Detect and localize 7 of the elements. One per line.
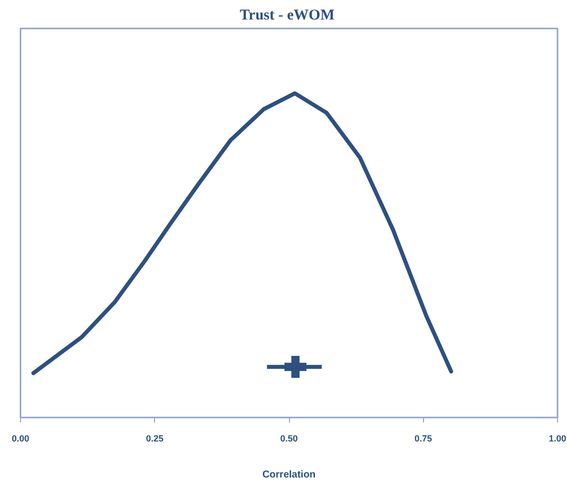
x-tick-label: 0.25 xyxy=(146,434,164,444)
x-tick-label: 0.00 xyxy=(12,434,30,444)
x-tick-label: 1.00 xyxy=(548,434,566,444)
chart-title: Trust - eWOM xyxy=(240,8,334,24)
x-tick-label: 0.50 xyxy=(280,434,298,444)
x-axis-title: Correlation xyxy=(262,470,316,480)
x-tick-label: 0.75 xyxy=(414,434,432,444)
